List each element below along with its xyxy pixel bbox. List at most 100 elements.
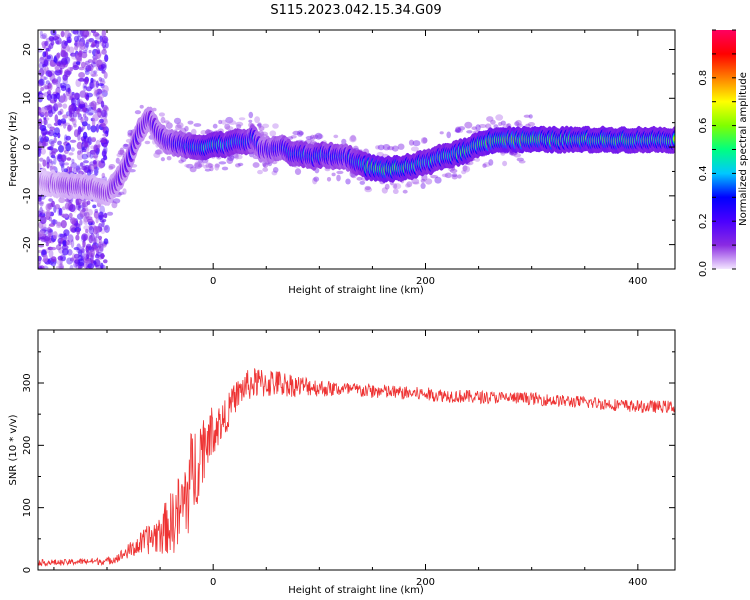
spectrogram-speckle [55, 221, 62, 229]
colorbar-ticks: 0.0 0.2 0.4 0.6 0.8 [698, 29, 736, 277]
spectrogram-speckle [83, 113, 87, 118]
spectrogram-speckle [189, 166, 197, 173]
spectrogram-speckle [101, 40, 107, 49]
spectrogram-speckle [102, 37, 108, 44]
spectrogram-speckle [81, 121, 88, 127]
spectrogram-speckle [59, 61, 66, 70]
spectrogram-speckle [82, 131, 88, 140]
spectrogram-speckle [68, 112, 72, 121]
snr-y-tick-label: 300 [22, 373, 33, 392]
spectrogram-speckle [62, 114, 69, 119]
spectrogram-speckle [166, 156, 172, 161]
spectrogram-speckle [405, 183, 411, 188]
spectrogram-speckle [80, 248, 86, 253]
spectrogram-speckle [50, 151, 56, 155]
spectrogram-speckle [410, 146, 419, 152]
spectrogram-speckle [97, 144, 101, 148]
spectrogram-speckle [104, 54, 109, 62]
spectrogram-speckle [384, 183, 390, 190]
spectrogram-speckle [75, 61, 81, 65]
spectrogram-speckle [176, 122, 184, 129]
spectrogram-speckle [260, 131, 269, 137]
spectrogram-speckle [43, 83, 48, 90]
spectrogram-speckle [112, 198, 121, 204]
spectrogram-speckle [45, 80, 50, 85]
spectrogram-speckle [58, 263, 64, 269]
spectrogram-speckle [48, 43, 54, 50]
spectrogram-speckle [364, 186, 373, 193]
spectrogram-speckle [314, 132, 323, 140]
spectrogram-speckle [62, 248, 69, 256]
spectrogram-speckle [56, 53, 61, 59]
spectrogram-speckle [84, 116, 89, 122]
spectrogram-speckle [39, 30, 44, 36]
spectrogram-speckle [349, 135, 357, 143]
spectrogram-speckle [85, 250, 90, 258]
spectrogram-speckle [271, 170, 278, 176]
spectrogram-speckle [69, 139, 77, 143]
spectrogram-speckle [60, 85, 67, 92]
spectrogram-speckle [93, 87, 99, 94]
spectrogram-speckle [58, 207, 63, 216]
spectrogram-speckle [95, 232, 100, 238]
spectrogram-speckle [64, 83, 71, 93]
spectrogram-speckle [58, 61, 64, 65]
snr-ticks: 0 200 400 0 100 200 300 [22, 330, 675, 588]
spectrogram-speckle [51, 154, 56, 159]
spectrogram-speckle [73, 92, 80, 100]
spectrogram-speckle [39, 215, 47, 225]
spectrogram-speckle [38, 196, 42, 202]
spectrogram-speckle [471, 126, 478, 130]
spectrogram-speckle [77, 258, 85, 267]
spectrogram-speckle [178, 159, 184, 164]
snr-panel: 0 200 400 0 100 200 300 Height of straight lin… [8, 329, 676, 596]
spectrogram-speckle [101, 49, 107, 55]
spectrogram-speckle [516, 157, 524, 162]
spectrogram-speckle [248, 111, 254, 119]
spectrogram-speckle [65, 135, 71, 141]
spectrogram-speckle [85, 39, 90, 45]
spectrogram-speckle [55, 265, 63, 269]
spectrogram-speckle [103, 259, 108, 264]
spectrogram-speckle [38, 210, 42, 217]
spectrogram-speckle [39, 94, 43, 98]
spectrogram-speckle [87, 218, 94, 223]
colorbar: 0.0 0.2 0.4 0.6 0.8 Normalized spectral ampl… [698, 29, 749, 277]
spectrogram-speckle [464, 121, 473, 129]
spectrogram-speckle [60, 49, 66, 58]
spectrogram-speckle [309, 134, 315, 142]
spectrogram-speckle [382, 144, 391, 151]
spectrogram-speckle [84, 142, 89, 148]
spectrogram-speckle [191, 128, 197, 136]
spectrogram-speckle [92, 57, 98, 65]
spectrogram-speckle [154, 149, 162, 155]
spectrogram-speckle [60, 30, 65, 38]
spectrogram-speckle [56, 101, 62, 108]
spectrogram-speckle [84, 60, 90, 66]
spectrogram-x-tick-label: 0 [210, 276, 216, 287]
spectrogram-speckle [38, 266, 43, 269]
colorbar-tick-label: 0.2 [698, 213, 709, 229]
spectrogram-speckle [100, 158, 105, 164]
spectrogram-speckle [88, 81, 95, 89]
spectrogram-speckle [451, 173, 458, 178]
spectrogram-speckle [100, 122, 106, 127]
spectrogram-speckle [39, 157, 44, 162]
spectrogram-speckle [203, 164, 208, 169]
spectrogram-speckle [204, 168, 211, 172]
colorbar-tick-label: 0.0 [698, 261, 709, 277]
spectrogram-speckle [165, 122, 173, 129]
spectrogram-speckle [61, 256, 67, 262]
spectrogram-speckle [60, 154, 67, 162]
spectrogram-speckle [58, 241, 62, 247]
spectrogram-speckle [101, 109, 107, 118]
spectrogram-speckle [90, 235, 97, 244]
spectrogram-speckle [144, 140, 151, 145]
spectrogram-speckle [498, 122, 503, 126]
spectrogram-speckle [214, 163, 221, 168]
spectrogram-speckle [94, 89, 98, 96]
spectrogram-speckle [62, 74, 68, 81]
spectrogram-speckle [66, 36, 72, 44]
spectrogram-speckle [87, 106, 94, 116]
spectrogram-speckle [83, 225, 90, 231]
